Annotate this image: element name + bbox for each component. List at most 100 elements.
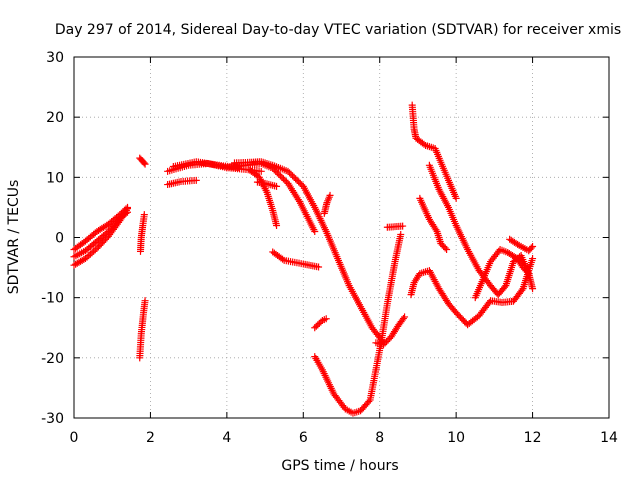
data-point: [501, 283, 509, 291]
data-point: [441, 244, 449, 252]
data-point: [276, 172, 284, 180]
data-point: [399, 314, 407, 322]
data-point: [443, 246, 451, 254]
y-tick-label: 10: [46, 170, 64, 186]
data-point: [322, 315, 330, 323]
data-point: [290, 173, 298, 181]
x-tick-label: 8: [375, 430, 384, 446]
data-point: [257, 167, 265, 175]
data-point: [281, 176, 289, 184]
data-point: [140, 211, 148, 219]
y-tick-labels: 30 20 10 0 -10 -20 -30: [41, 50, 64, 427]
data-point: [365, 397, 373, 405]
data-point: [432, 226, 440, 234]
x-tick-label: 10: [447, 430, 465, 446]
data-point: [399, 222, 407, 230]
axis-ticks: [73, 56, 610, 419]
data-series: [231, 158, 388, 347]
data-point: [141, 297, 149, 305]
data-point: [315, 263, 323, 271]
y-tick-label: -20: [41, 351, 64, 367]
data-point: [529, 243, 537, 251]
data-point: [485, 298, 493, 306]
data-point: [523, 268, 531, 276]
data-series: [253, 178, 281, 190]
data-point: [514, 240, 522, 248]
data-point: [529, 285, 537, 293]
data-point: [279, 175, 287, 183]
data-point: [124, 208, 131, 216]
data-series: [471, 246, 533, 302]
data-point: [384, 336, 392, 344]
y-tick-label: -10: [41, 291, 64, 307]
data-series: [136, 211, 148, 255]
x-tick-label: 0: [70, 430, 79, 446]
data-point: [525, 270, 533, 278]
data-point: [420, 140, 428, 148]
data-series: [383, 222, 407, 231]
data-point: [401, 313, 409, 321]
data-series: [408, 101, 460, 202]
y-tick-label: 0: [55, 231, 64, 247]
x-tick-labels: 0 2 4 6 8 10 12 14: [70, 430, 618, 446]
data-point: [103, 229, 111, 237]
y-tick-label: 30: [46, 50, 64, 66]
data-point: [286, 169, 294, 177]
data-point: [278, 173, 286, 181]
data-point: [295, 178, 303, 186]
data-series: [506, 235, 537, 255]
data-point: [380, 341, 388, 349]
y-axis-label: SDTVAR / TECUs: [6, 180, 22, 295]
grid-lines: [74, 57, 609, 418]
x-tick-label: 14: [600, 430, 618, 446]
chart-title: Day 297 of 2014, Sidereal Day-to-day VTE…: [55, 22, 621, 38]
data-series: [269, 248, 323, 271]
data-point: [311, 227, 319, 235]
data-point: [275, 170, 283, 178]
data-series: [164, 176, 200, 189]
data-point: [272, 167, 280, 175]
data-series: [416, 194, 451, 254]
data-series: [70, 203, 131, 254]
data-point: [529, 255, 537, 263]
x-tick-label: 2: [146, 430, 155, 446]
data-point: [122, 209, 130, 217]
data-point: [273, 221, 281, 229]
data-series: [311, 230, 405, 417]
data-point: [141, 160, 149, 168]
data-series: [136, 154, 149, 168]
data-point: [273, 182, 281, 190]
data-point: [292, 175, 300, 183]
data-series: [246, 166, 281, 229]
data-point: [518, 286, 526, 294]
data-point: [397, 230, 405, 238]
data-series: [70, 208, 131, 261]
data-point: [452, 194, 460, 202]
data-series: [372, 313, 409, 349]
data-series: [311, 315, 330, 332]
data-point: [287, 170, 295, 178]
data-point: [293, 176, 301, 184]
data-point: [381, 339, 389, 347]
data-point: [326, 191, 334, 199]
data-point: [273, 169, 281, 177]
x-tick-label: 6: [299, 430, 308, 446]
y-tick-label: 20: [46, 110, 64, 126]
data-series: [407, 255, 537, 329]
data-point: [527, 244, 535, 252]
x-tick-label: 4: [222, 430, 231, 446]
data-point: [279, 255, 287, 263]
data-point: [383, 337, 391, 345]
data-point: [284, 167, 292, 175]
x-axis-label: GPS time / hours: [281, 458, 398, 474]
data-point: [296, 179, 304, 187]
data-points: [70, 101, 537, 417]
x-tick-label: 12: [524, 430, 542, 446]
data-series: [320, 191, 334, 217]
data-point: [91, 246, 99, 254]
data-point: [192, 176, 200, 184]
data-point: [289, 172, 297, 180]
data-point: [140, 159, 148, 167]
data-series: [136, 297, 149, 362]
